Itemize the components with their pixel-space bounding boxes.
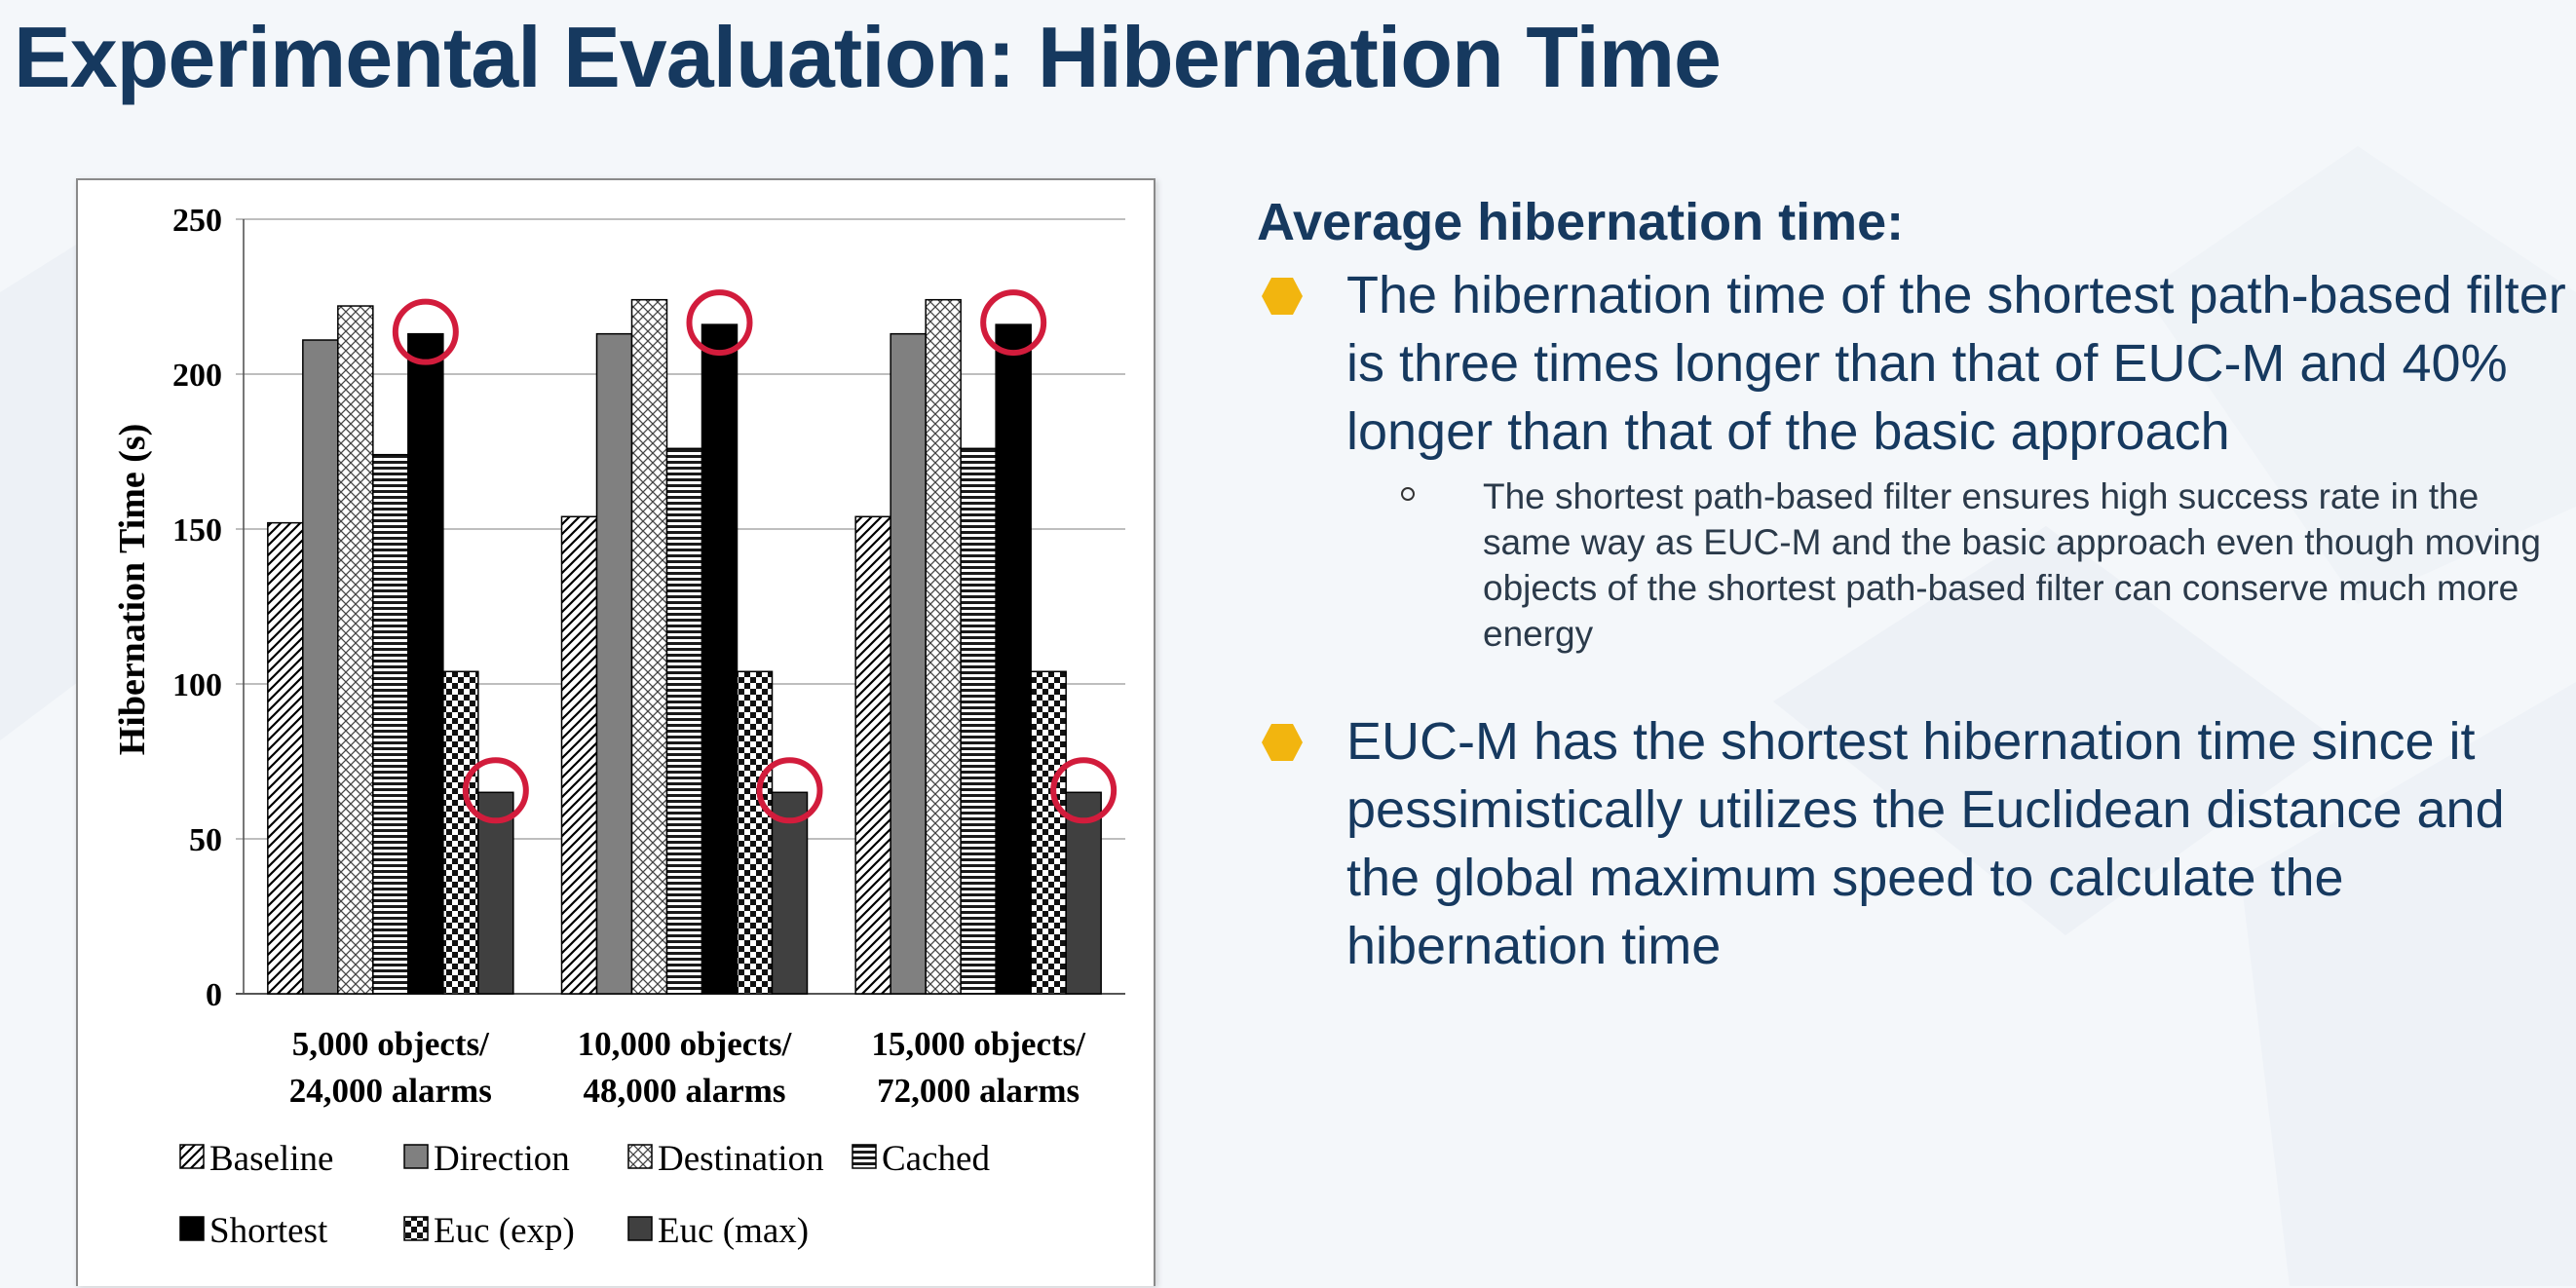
legend-swatch (627, 1216, 653, 1241)
bar-shortest-1 (701, 323, 739, 995)
slide-title: Experimental Evaluation: Hibernation Tim… (14, 9, 1722, 105)
x-tick-label: 15,000 objects/ (871, 1025, 1086, 1063)
x-tick-label: 5,000 objects/ (292, 1025, 490, 1063)
legend-swatch (179, 1216, 205, 1241)
bullet-2-text: EUC-M has the shortest hibernation time … (1346, 712, 2505, 975)
x-tick-label: 72,000 alarms (877, 1072, 1080, 1110)
bar-destination-0 (337, 305, 374, 995)
legend-swatch (403, 1144, 429, 1169)
bar-euc-exp--1 (736, 670, 774, 995)
highlight-circle (462, 757, 529, 824)
y-tick-label: 50 (189, 822, 222, 858)
bar-cached-1 (665, 447, 703, 995)
y-tick-label: 0 (206, 977, 222, 1013)
bar-baseline-1 (560, 515, 598, 995)
bullet-1: The hibernation time of the shortest pat… (1257, 261, 2576, 466)
legend-label: Destination (658, 1139, 824, 1179)
y-tick-label: 200 (172, 358, 222, 394)
bar-euc-max--1 (771, 791, 809, 995)
bar-direction-1 (595, 332, 633, 995)
legend-label: Euc (exp) (434, 1211, 575, 1251)
legend-label: Euc (max) (658, 1211, 809, 1251)
bar-cached-2 (960, 447, 997, 995)
highlight-circle (756, 757, 823, 824)
bar-baseline-0 (267, 521, 304, 995)
legend-label: Direction (434, 1139, 570, 1179)
chart-x-axis: 5,000 objects/24,000 alarms 10,000 object… (289, 1025, 1086, 1110)
bar-direction-2 (890, 332, 927, 995)
legend-label: Shortest (209, 1211, 328, 1251)
y-tick-label: 150 (172, 512, 222, 549)
bar-euc-max--0 (477, 791, 514, 995)
legend-label: Cached (882, 1139, 990, 1179)
bar-euc-exp--2 (1030, 670, 1067, 995)
hexagon-bullet-icon (1262, 278, 1303, 315)
section-heading: Average hibernation time: (1257, 193, 1905, 251)
chart-panel: 0 50 100 150 200 250 5,000 objects/24,000 ala… (76, 178, 1155, 1286)
bar-euc-max--2 (1065, 791, 1102, 995)
highlight-circle (980, 289, 1047, 357)
sub-bullet-1: The shortest path-based filter ensures h… (1257, 474, 2576, 657)
y-axis-label: Hibernation Time (s) (112, 424, 153, 756)
legend-label: Baseline (209, 1139, 333, 1179)
x-tick-label: 10,000 objects/ (578, 1025, 793, 1063)
bar-euc-exp--0 (442, 670, 479, 995)
bar-destination-1 (630, 298, 668, 995)
legend-swatch (403, 1216, 429, 1241)
legend-swatch (179, 1144, 205, 1169)
x-tick-label: 48,000 alarms (583, 1072, 785, 1110)
bullet-2: EUC-M has the shortest hibernation time … (1257, 707, 2576, 980)
bar-baseline-2 (854, 515, 891, 995)
chart-legend: Baseline Direction Destination Cached Shorte… (179, 1139, 990, 1251)
chart-highlights (392, 289, 1118, 824)
x-tick-label: 24,000 alarms (289, 1072, 492, 1110)
sub-bullet-1-text: The shortest path-based filter ensures h… (1483, 476, 2541, 654)
y-tick-label: 100 (172, 667, 222, 703)
legend-swatch (852, 1144, 877, 1169)
bar-shortest-2 (995, 323, 1032, 995)
bar-cached-0 (372, 453, 409, 995)
chart-bars (267, 298, 1102, 995)
highlight-circle (392, 298, 459, 365)
bullet-1-text: The hibernation time of the shortest pat… (1346, 266, 2566, 461)
bar-shortest-0 (407, 332, 444, 995)
hibernation-bar-chart: 0 50 100 150 200 250 5,000 objects/24,000 ala… (112, 203, 1125, 1251)
bar-destination-2 (925, 298, 962, 995)
y-tick-label: 250 (172, 203, 222, 239)
hexagon-bullet-icon (1262, 724, 1303, 761)
circle-bullet-icon (1401, 487, 1415, 501)
highlight-circle (686, 289, 753, 357)
highlight-circle (1050, 757, 1118, 824)
text-panel: Average hibernation time: The hibernatio… (1257, 191, 2576, 980)
legend-swatch (627, 1144, 653, 1169)
chart-y-axis: 0 50 100 150 200 250 (172, 203, 222, 1013)
bar-direction-0 (302, 339, 339, 995)
